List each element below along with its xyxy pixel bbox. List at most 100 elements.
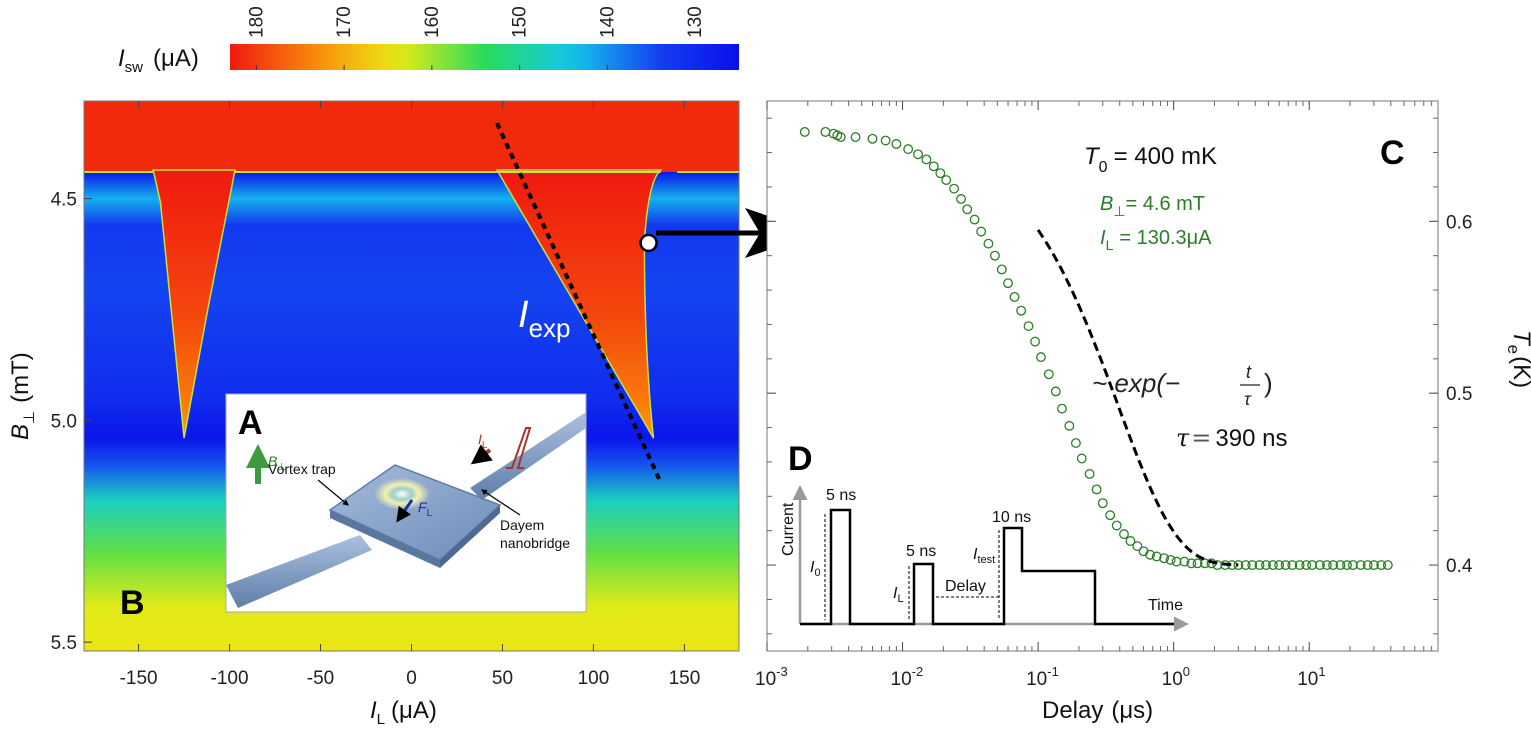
data-point	[1247, 560, 1258, 571]
data-point	[1261, 560, 1271, 571]
data-point	[1233, 560, 1244, 571]
colorbar-label: Isw (μA)	[118, 45, 199, 76]
data-point	[867, 133, 878, 144]
panel-c-x-tick-label: 10-2	[891, 664, 924, 690]
colorbar-tick-label: 180	[246, 6, 267, 38]
heatmap-x-tick-label: 0	[406, 668, 417, 689]
data-point	[1294, 560, 1305, 571]
heatmap-y-tick-label: 5.0	[51, 411, 77, 432]
heatmap-y-label: B⊥(mT)	[7, 352, 38, 440]
data-point	[1009, 291, 1020, 302]
data-point	[1070, 438, 1081, 448]
current-label: IL	[478, 431, 488, 451]
data-point	[956, 194, 966, 204]
heatmap-x-tick-label: -100	[211, 668, 249, 689]
heatmap-x-tick-label: 100	[578, 668, 610, 689]
panel-c-x-tick-label: 10-1	[1026, 664, 1059, 690]
data-point	[1125, 536, 1136, 546]
panel-c-y-tick-label: 0.4	[1446, 556, 1473, 577]
data-point	[941, 175, 952, 186]
il-annotation: IL = 130.3μA	[1100, 227, 1212, 253]
data-point	[1315, 560, 1325, 571]
data-point	[1280, 560, 1291, 571]
heatmap-x-tick-label: -50	[307, 668, 334, 689]
device-illustration: B⊥ FL IL Vortex trap Dayem nanobridge	[226, 412, 586, 608]
dayem-label-line1: Dayem	[500, 517, 544, 533]
data-point	[1301, 560, 1312, 571]
vortex-trap-pointer	[317, 479, 349, 506]
panel-label-c: C	[1380, 134, 1405, 172]
data-point	[1192, 558, 1203, 569]
heatmap-y-tick-label: 5.5	[51, 633, 77, 654]
data-point	[969, 214, 980, 225]
data-point	[1043, 369, 1054, 380]
data-point	[1145, 549, 1156, 560]
colorbar-gradient	[230, 44, 739, 70]
colorbar: 180 170 160 150 140 130 Isw (μA)	[118, 6, 739, 76]
lorentz-force-arrow-icon	[396, 499, 414, 523]
panel-c-x-ticks: 10-3 10-2 10-1 100 101	[755, 101, 1433, 690]
colorbar-tick-label: 130	[685, 6, 706, 38]
data-point	[1382, 560, 1393, 571]
colorbar-tick-label: 150	[510, 6, 531, 38]
data-point	[1254, 560, 1265, 571]
data-point	[1023, 321, 1034, 332]
data-point	[1050, 386, 1061, 397]
panel-c-x-label: Delay (μs)	[1042, 697, 1153, 724]
inset-d: D Current Time 5 ns 5 ns 10 ns I0 IL Ite…	[780, 440, 1189, 632]
data-point	[1368, 560, 1379, 571]
data-point	[1119, 529, 1129, 540]
lorentz-force-label: FL	[418, 499, 433, 519]
data-point	[1179, 556, 1190, 567]
panel-label-d: D	[788, 440, 813, 478]
panel-c-x-tick-label: 100	[1162, 664, 1190, 690]
device-wire-lower	[226, 535, 372, 608]
panel-c-frame	[766, 100, 1439, 652]
colorbar-tick-label: 140	[597, 6, 618, 38]
vortex-trap-label: Vortex trap	[268, 461, 336, 477]
device-pad-side	[330, 510, 440, 568]
heatmap-x-tick-label: -150	[120, 668, 158, 689]
pulse2-width: 5 ns	[906, 543, 936, 560]
data-point	[1307, 560, 1318, 571]
colorbar-tick-label: 160	[422, 6, 443, 38]
data-point	[1036, 352, 1046, 363]
data-point	[1165, 554, 1176, 565]
colorbar-tick-label: 170	[334, 6, 355, 38]
data-point	[921, 154, 932, 165]
data-point	[928, 161, 939, 172]
current-arrow-icon	[470, 444, 493, 465]
pulse3-width: 10 ns	[992, 509, 1031, 526]
data-point	[1003, 278, 1013, 289]
panel-c-y-tick-label: 0.5	[1446, 384, 1472, 405]
data-point	[989, 250, 1000, 261]
fit-formula-denominator: τ	[1244, 389, 1252, 409]
panel-c-x-tick-label: 10-3	[755, 664, 788, 690]
data-point	[880, 135, 891, 146]
fit-formula-prefix: ~ exp(−	[1092, 368, 1180, 398]
data-point	[1097, 498, 1108, 509]
pulse1-width: 5 ns	[826, 487, 856, 504]
data-point	[1132, 541, 1143, 552]
data-point	[1240, 560, 1251, 571]
data-point	[949, 183, 960, 194]
data-point	[1105, 510, 1116, 521]
data-point	[996, 264, 1007, 275]
heatmap-x-tick-label: 50	[492, 668, 513, 689]
data-point	[799, 126, 810, 137]
itest-label: Itest	[973, 546, 995, 566]
fit-formula-numerator: t	[1246, 362, 1252, 382]
data-point	[1199, 558, 1210, 569]
data-point	[1347, 560, 1358, 571]
data-point	[1321, 560, 1332, 571]
inset-a: B⊥ FL IL Vortex trap Dayem nanobridge A	[225, 393, 587, 613]
heatmap-x-tick-label: 150	[669, 668, 701, 689]
device-wire-upper	[470, 412, 586, 500]
panel-label-a: A	[238, 404, 263, 442]
data-point	[1212, 560, 1223, 571]
data-point	[1274, 560, 1285, 571]
pulse-waveform	[800, 508, 1174, 626]
data-point	[1159, 553, 1170, 564]
data-point	[1151, 551, 1162, 562]
